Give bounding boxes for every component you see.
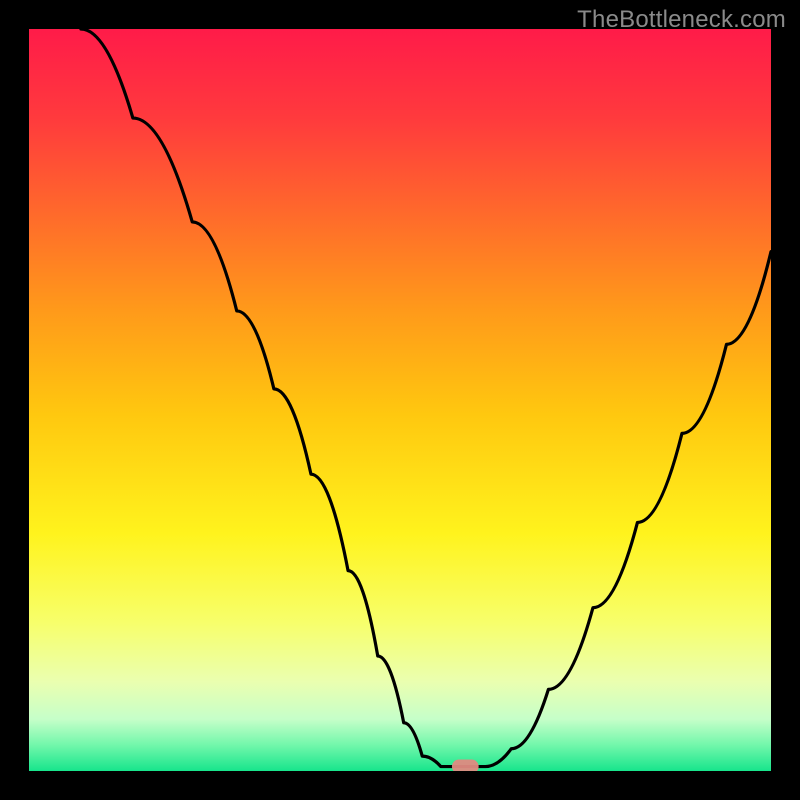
optimal-marker xyxy=(452,759,479,771)
gradient-background xyxy=(29,29,771,771)
watermark-text: TheBottleneck.com xyxy=(577,6,786,34)
bottleneck-chart xyxy=(29,29,771,771)
chart-frame: TheBottleneck.com xyxy=(0,0,800,800)
